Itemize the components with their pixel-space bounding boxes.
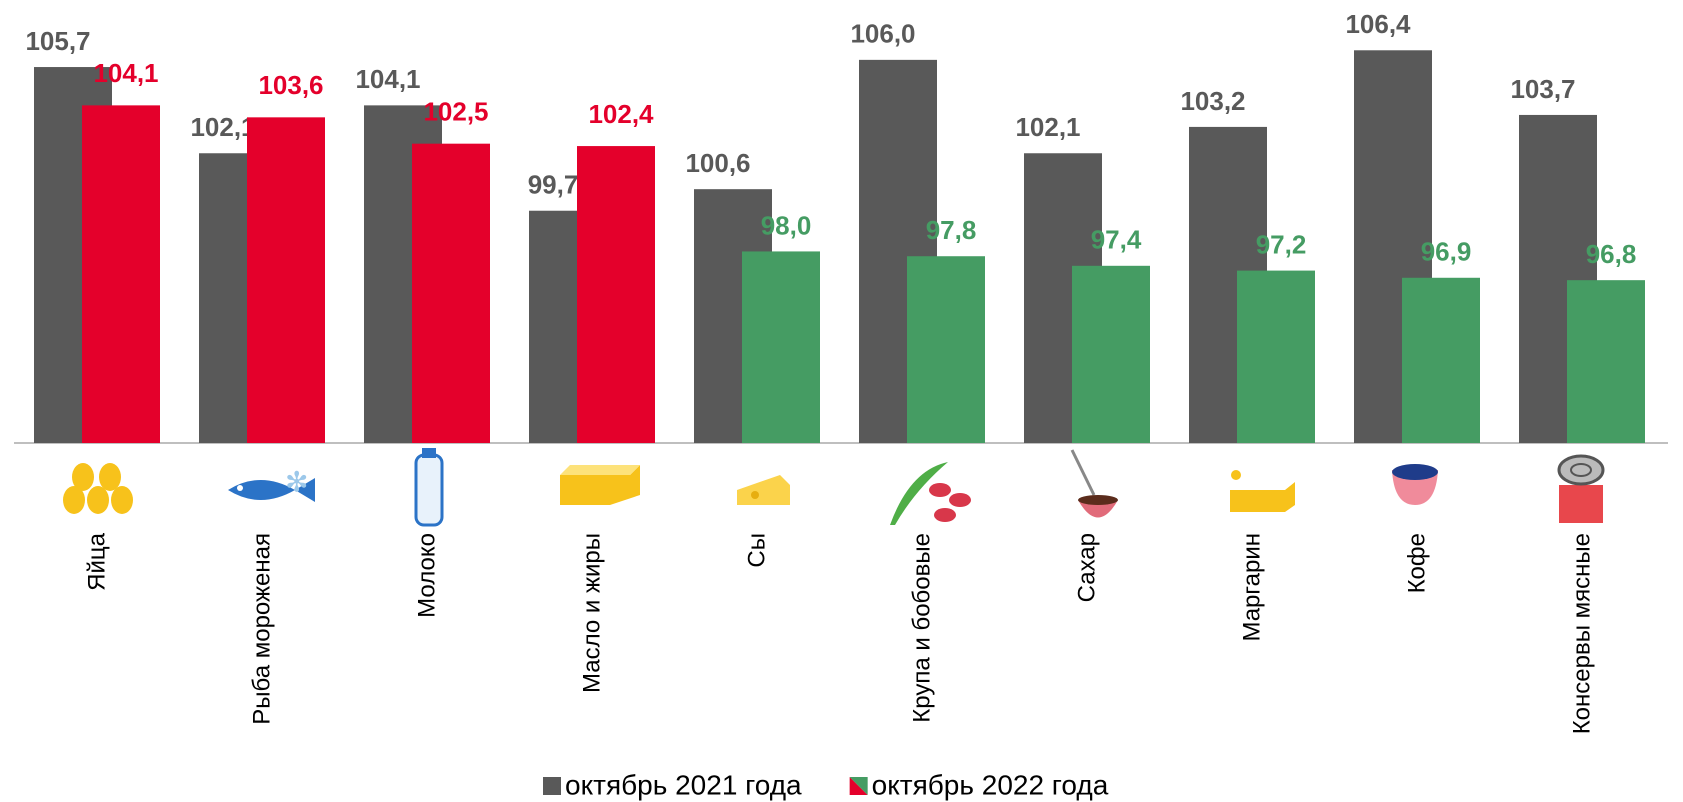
value-label: 97,4: [1091, 225, 1142, 255]
legend: октябрь 2021 года октябрь 2022 года: [543, 769, 1109, 800]
icon-margarine: [1230, 470, 1295, 512]
value-label: 99,7: [528, 170, 579, 200]
value-label: 102,4: [588, 99, 654, 129]
value-label: 97,8: [926, 215, 977, 245]
icon-fish: ✻: [228, 466, 315, 502]
legend-swatch: [543, 777, 561, 795]
x-tick-label: Масло и жиры: [578, 533, 605, 693]
value-label: 102,1: [190, 112, 255, 142]
x-tick-label: Кофе: [1403, 533, 1430, 593]
icon-can: [1557, 454, 1605, 523]
value-label: 97,2: [1256, 229, 1307, 259]
svg-text:✻: ✻: [285, 466, 308, 497]
bar: [742, 251, 820, 443]
x-tick-label: Консервы мясные: [1568, 533, 1595, 734]
value-label: 102,1: [1015, 112, 1080, 142]
legend-label: октябрь 2022 года: [872, 769, 1109, 800]
x-tick-label: Сахар: [1073, 533, 1100, 602]
x-tick-label: Маргарин: [1238, 533, 1265, 642]
x-tick-label: Молоко: [413, 533, 440, 618]
legend-label: октябрь 2021 года: [565, 769, 802, 800]
icon-beans: [890, 462, 971, 525]
value-label: 106,4: [1345, 9, 1411, 39]
icons: ✻: [63, 448, 1605, 527]
bar: [412, 143, 490, 444]
value-label: 104,1: [93, 58, 158, 88]
icon-sugar: [1070, 449, 1118, 518]
value-label: 100,6: [685, 148, 750, 178]
value-label: 96,9: [1421, 237, 1472, 267]
legend-swatch: [849, 777, 868, 795]
value-label: 106,0: [850, 19, 915, 49]
icon-eggs: [63, 463, 133, 514]
value-label: 103,6: [258, 70, 323, 100]
value-label: 103,2: [1180, 86, 1245, 116]
value-label: 105,7: [25, 26, 90, 56]
bar: [1237, 270, 1315, 443]
bar: [247, 117, 325, 443]
bar: [907, 256, 985, 443]
x-tick-label: Яйца: [83, 532, 110, 590]
value-label: 104,1: [355, 64, 420, 94]
value-label: 96,8: [1586, 239, 1637, 269]
icon-cheese: [737, 475, 790, 505]
icon-butter: [560, 465, 640, 505]
value-label: 102,5: [423, 97, 488, 127]
bar: [1072, 265, 1150, 443]
value-label: 103,7: [1510, 74, 1575, 104]
value-label: 98,0: [761, 210, 812, 240]
bar: [1567, 280, 1645, 443]
x-tick-label: Сы: [743, 533, 770, 568]
x-tick-label: Рыба мороженая: [248, 533, 275, 725]
bar: [577, 146, 655, 444]
x-tick-label: Крупа и бобовые: [908, 533, 935, 723]
bar: [82, 105, 160, 444]
icon-coffee: [1392, 464, 1438, 505]
bar: [1402, 277, 1480, 443]
icon-milk: [414, 448, 444, 527]
